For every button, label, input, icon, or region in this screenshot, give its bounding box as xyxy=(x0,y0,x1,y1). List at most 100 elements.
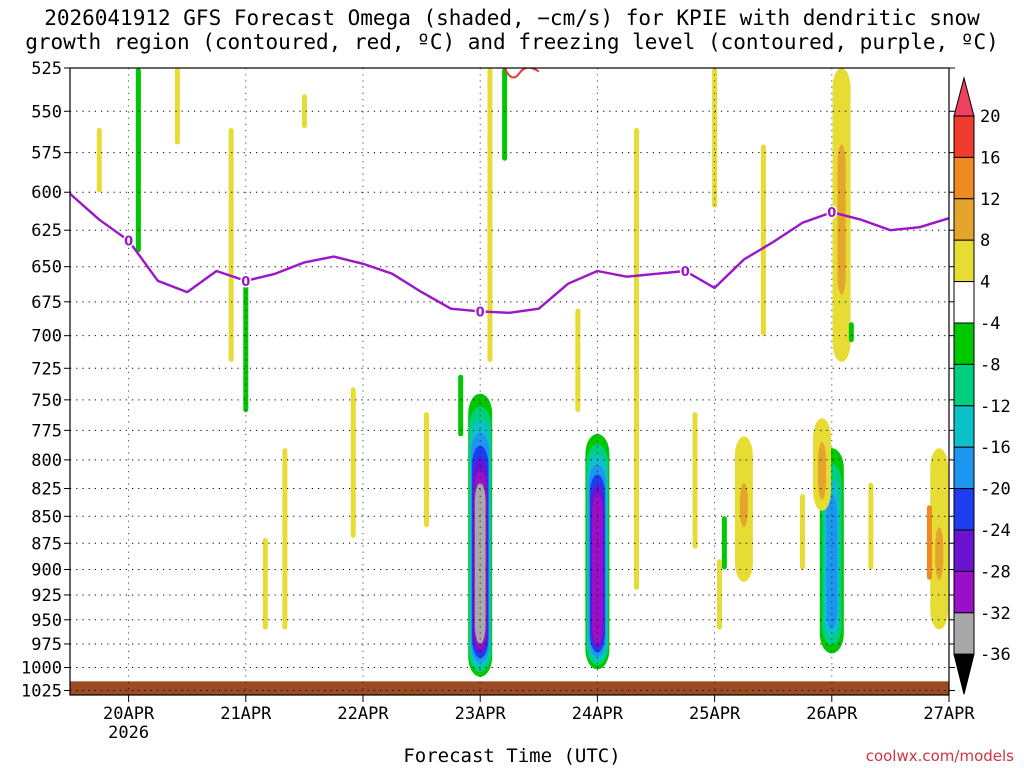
omega-blob-0-level-7 xyxy=(474,482,486,644)
omega-streak-0 xyxy=(96,128,102,193)
omega-streak-18 xyxy=(760,144,766,336)
xtick-label-7: 27APR xyxy=(923,704,975,724)
ytick-label-18: 975 xyxy=(31,635,62,655)
ytick-label-15: 900 xyxy=(31,560,62,580)
freezing-level-label-3: 0 xyxy=(681,265,690,280)
colorbar-box-3 xyxy=(953,198,975,241)
omega-blob-6 xyxy=(930,448,949,630)
ytick-label-3: 600 xyxy=(31,183,62,203)
omega-streak-19 xyxy=(848,322,854,343)
omega-streak-6 xyxy=(282,448,288,630)
xtick-label-5: 25APR xyxy=(689,704,741,724)
colorbar-label-6: -8 xyxy=(980,355,1000,375)
colorbar-box-11 xyxy=(953,529,975,572)
freezing-level-label-0: 0 xyxy=(124,235,133,250)
ytick-label-17: 950 xyxy=(31,611,62,631)
omega-streak-5 xyxy=(301,94,307,129)
omega-streak-14 xyxy=(633,128,639,590)
omega-streak-1 xyxy=(135,68,141,253)
x-year-label: 2026 xyxy=(108,723,149,743)
omega-streak-13 xyxy=(575,308,581,413)
omega-streak-21 xyxy=(800,494,805,570)
xtick-label-4: 24APR xyxy=(572,704,624,724)
omega-streak-22 xyxy=(926,505,932,580)
ytick-label-16: 925 xyxy=(31,586,62,606)
ytick-label-13: 850 xyxy=(31,507,62,527)
omega-streak-20 xyxy=(716,559,722,630)
omega-streak-11 xyxy=(487,68,493,362)
colorbar-label-1: 16 xyxy=(980,148,1000,168)
omega-streak-2 xyxy=(174,68,180,145)
omega-streak-10 xyxy=(458,374,464,437)
ytick-label-5: 650 xyxy=(31,258,62,278)
colorbar-label-10: -24 xyxy=(980,521,1011,541)
freezing-level-label-2: 0 xyxy=(476,305,485,320)
colorbar-label-13: -36 xyxy=(980,645,1011,665)
ytick-label-10: 775 xyxy=(31,421,62,441)
omega-streak-15 xyxy=(692,412,698,549)
ytick-label-9: 750 xyxy=(31,391,62,411)
colorbar-label-7: -12 xyxy=(980,397,1011,417)
omega-blob-4 xyxy=(813,418,832,511)
ytick-label-20: 1025 xyxy=(21,681,62,701)
colorbar-label-0: 20 xyxy=(980,107,1000,127)
omega-blob-4-level-1 xyxy=(817,442,827,500)
omega-blob-3 xyxy=(734,436,753,582)
colorbar-box-6 xyxy=(953,322,975,365)
ytick-label-1: 550 xyxy=(31,102,62,122)
omega-streak-7 xyxy=(262,537,268,630)
xtick-label-3: 23APR xyxy=(455,704,507,724)
colorbar-bottom-arrow xyxy=(953,653,975,695)
freezing-level-label-1: 0 xyxy=(241,275,250,290)
colorbar-box-7 xyxy=(953,363,975,407)
ytick-label-19: 1000 xyxy=(21,658,62,678)
title-line-2: growth region (contoured, red, ºC) and f… xyxy=(25,30,999,54)
x-axis-title: Forecast Time (UTC) xyxy=(403,745,621,767)
ytick-label-2: 575 xyxy=(31,144,62,164)
ytick-label-11: 800 xyxy=(31,451,62,471)
colorbar-label-9: -20 xyxy=(980,480,1011,500)
chart-title: 2026041912 GFS Forecast Omega (shaded, −… xyxy=(0,6,1024,54)
ytick-label-14: 875 xyxy=(31,534,62,554)
omega-blob-1 xyxy=(585,433,610,670)
colorbar-box-10 xyxy=(953,488,975,531)
colorbar-label-2: 12 xyxy=(980,190,1000,210)
colorbar-label-4: 4 xyxy=(980,273,990,293)
omega-blob-3-level-1 xyxy=(739,482,748,528)
omega-streak-16 xyxy=(712,68,718,208)
plot-frame xyxy=(69,67,950,696)
omega-blob-2-level-3 xyxy=(826,494,838,630)
colorbar-box-4 xyxy=(953,239,975,283)
colorbar-label-8: -16 xyxy=(980,438,1011,458)
omega-streak-17 xyxy=(721,516,727,570)
omega-blob-6-level-1 xyxy=(935,527,944,580)
ytick-label-7: 700 xyxy=(31,327,62,347)
omega-blob-0 xyxy=(468,393,493,677)
colorbar-box-9 xyxy=(953,446,975,490)
colorbar-top-arrow xyxy=(953,76,975,117)
xtick-label-2: 22APR xyxy=(337,704,389,724)
colorbar-box-13 xyxy=(953,612,975,655)
ytick-label-6: 675 xyxy=(31,293,62,313)
omega-blob-5-level-1 xyxy=(837,144,846,295)
colorbar: 20 16 12 8 4 -4 -8 -12 -16 -20 -24 -28 -32 -36 xyxy=(953,76,1011,695)
omega-streak-23 xyxy=(868,482,874,570)
colorbar-box-2 xyxy=(953,156,975,200)
colorbar-box-12 xyxy=(953,570,975,614)
freezing-level-line xyxy=(70,192,949,314)
dgz-contour xyxy=(503,68,540,79)
omega-streak-4 xyxy=(243,280,249,413)
colorbar-box-5 xyxy=(953,281,975,324)
colorbar-label-3: 8 xyxy=(980,231,990,251)
ytick-label-8: 725 xyxy=(31,359,62,379)
ytick-label-4: 625 xyxy=(31,221,62,241)
omega-streak-12 xyxy=(502,68,508,161)
title-line-1: 2026041912 GFS Forecast Omega (shaded, −… xyxy=(44,6,980,30)
colorbar-label-5: -4 xyxy=(980,314,1000,334)
colorbar-box-8 xyxy=(953,405,975,448)
omega-streak-9 xyxy=(423,412,429,528)
terrain-band xyxy=(70,681,949,695)
xtick-label-6: 26APR xyxy=(806,704,858,724)
omega-streak-8 xyxy=(350,387,356,538)
credit-link[interactable]: coolwx.com/models xyxy=(865,747,1014,765)
